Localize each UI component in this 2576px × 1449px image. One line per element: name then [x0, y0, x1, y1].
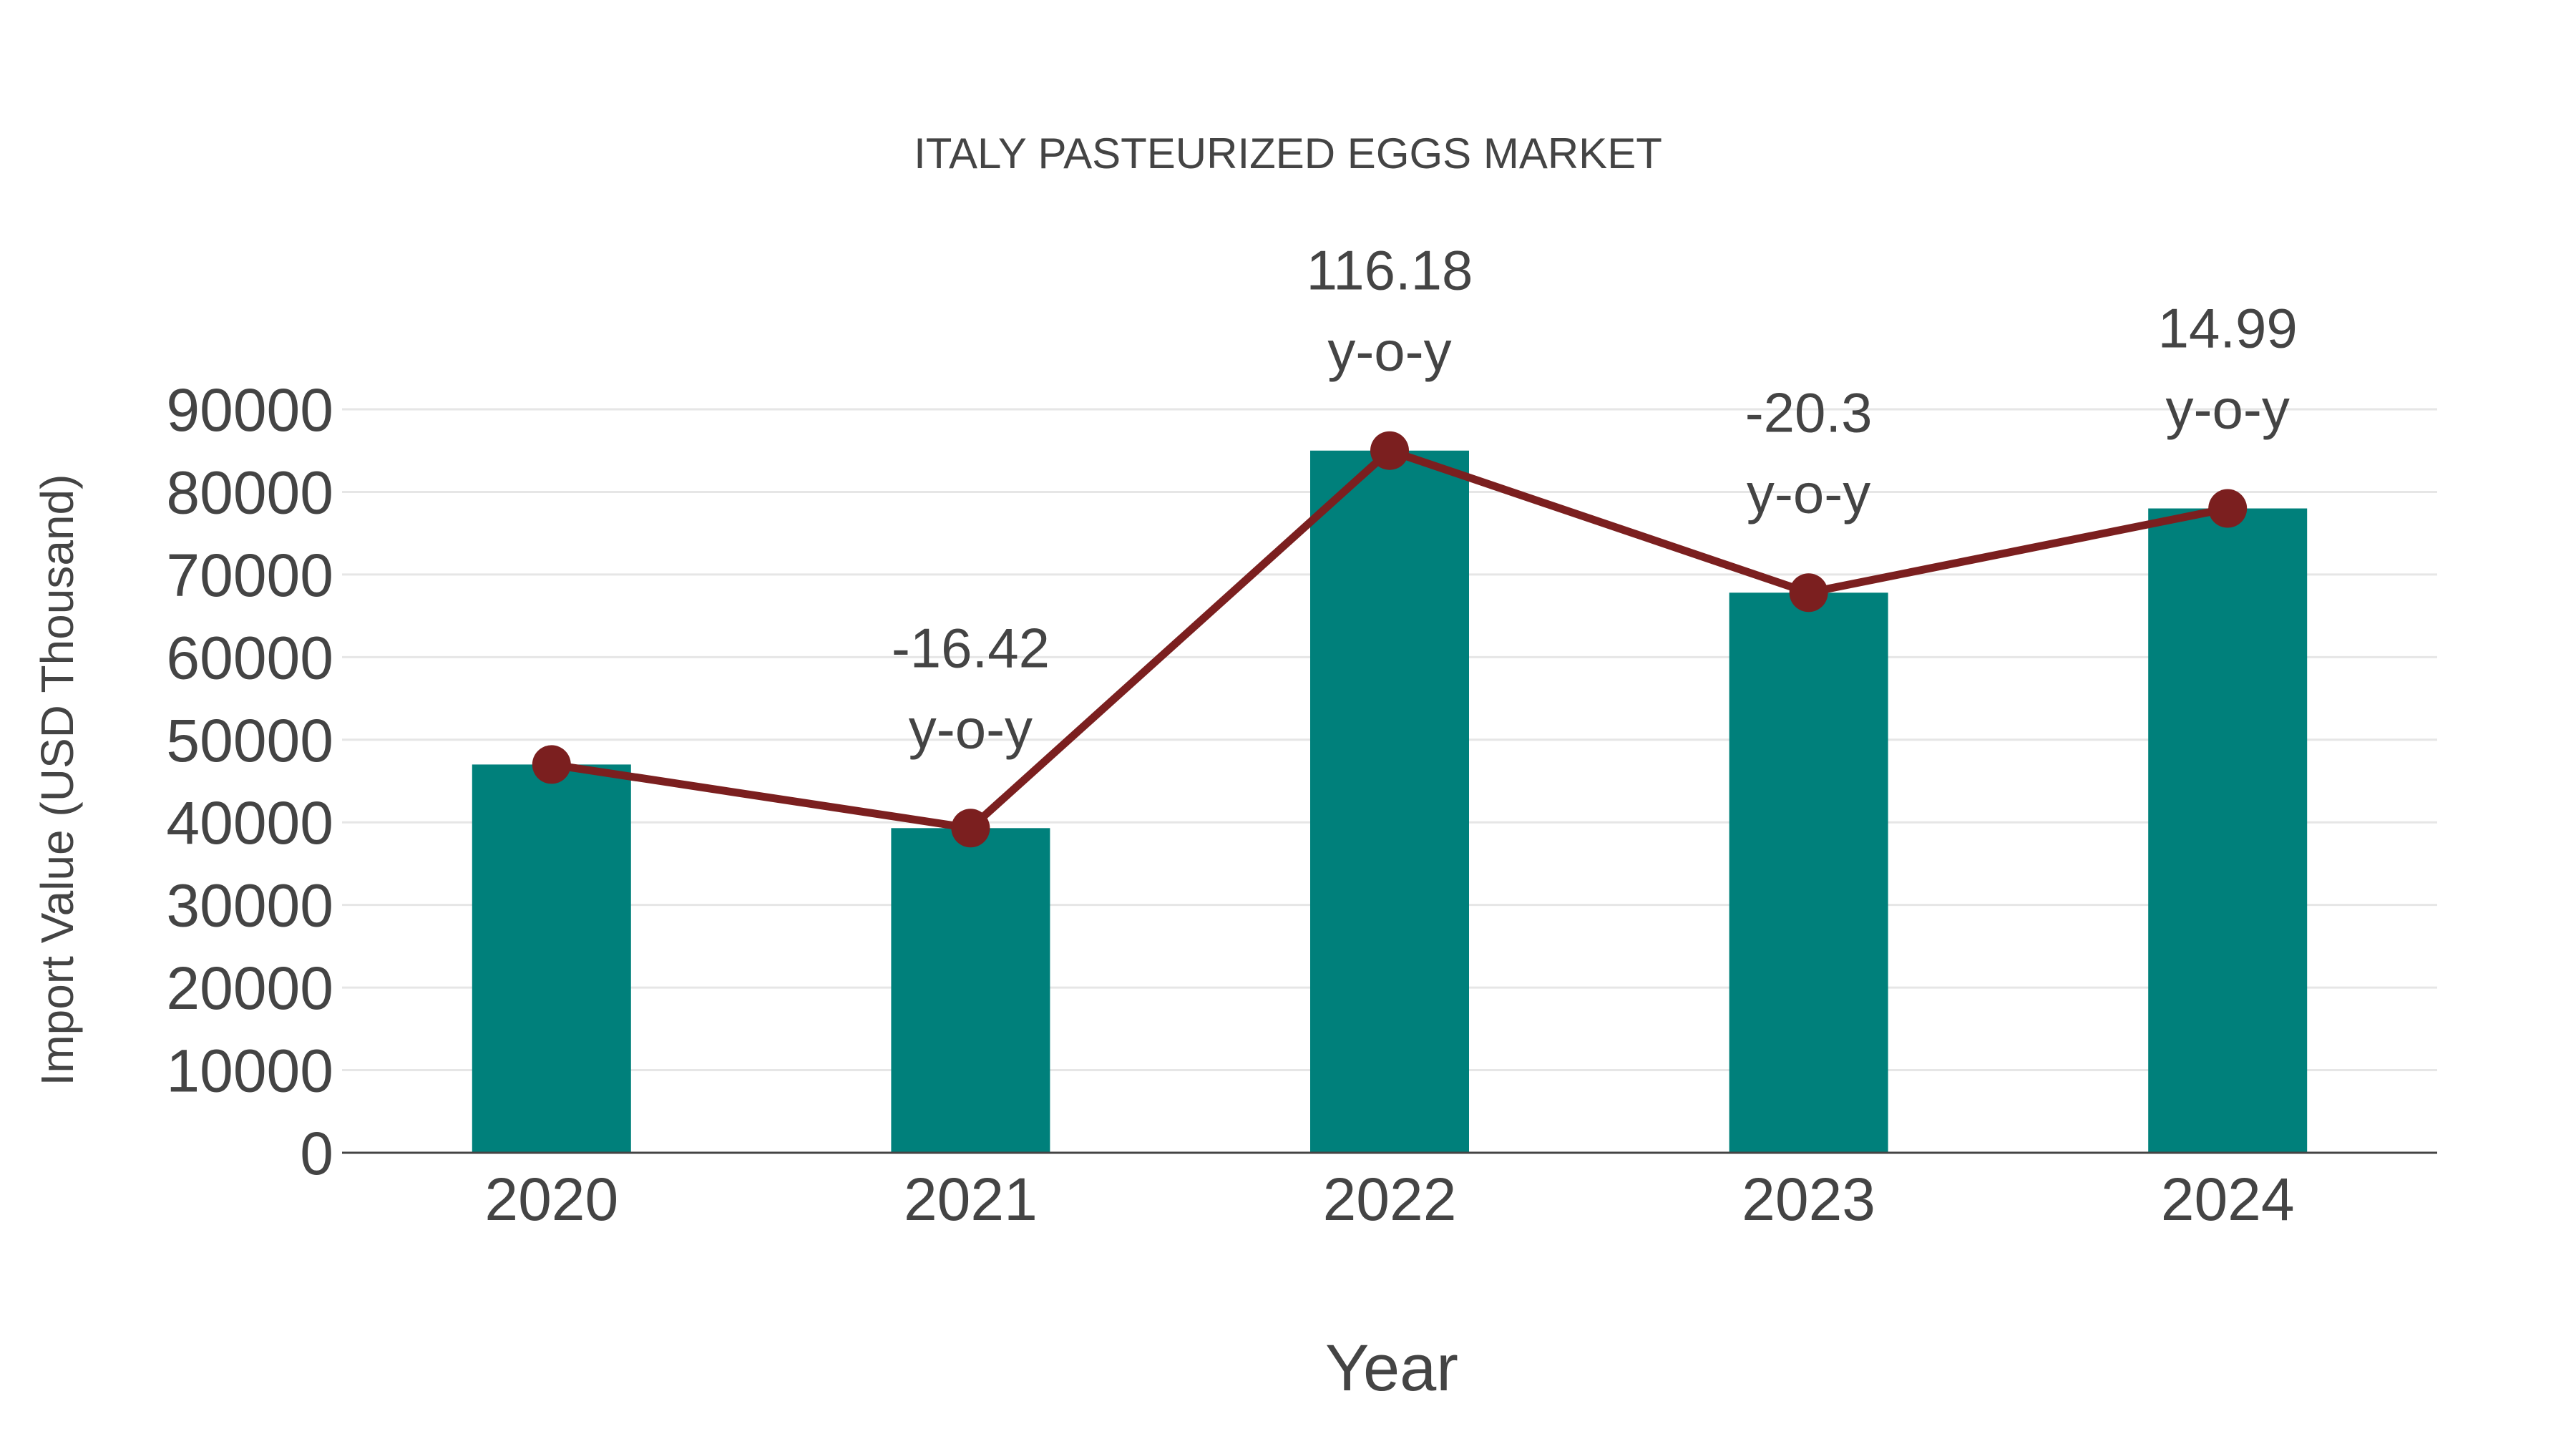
x-tick-label: 2022 — [1323, 1166, 1457, 1233]
bar-series — [472, 450, 2308, 1153]
x-tick-label: 2020 — [484, 1166, 618, 1233]
x-tick-label: 2024 — [2161, 1166, 2295, 1233]
y-tick-label: 80000 — [166, 459, 333, 526]
y-tick-label: 90000 — [166, 376, 333, 444]
y-tick-label: 70000 — [166, 542, 333, 609]
bar-2024 — [2148, 508, 2308, 1153]
x-axis-label: Year — [1325, 1332, 1458, 1405]
x-tick-label: 2023 — [1742, 1166, 1875, 1233]
bar-2021 — [891, 828, 1050, 1153]
yoy-suffix: y-o-y — [909, 697, 1033, 760]
line-series — [532, 431, 2248, 848]
yoy-suffix: y-o-y — [2166, 378, 2290, 441]
yoy-value: -20.3 — [1745, 381, 1873, 444]
chart-title: ITALY PASTEURIZED EGGS MARKET — [914, 130, 1662, 177]
y-tick-label: 30000 — [166, 872, 333, 940]
y-tick-label: 40000 — [166, 789, 333, 857]
line-marker — [951, 809, 990, 848]
line-marker — [532, 745, 571, 784]
bar-2020 — [472, 764, 631, 1153]
y-tick-label: 60000 — [166, 624, 333, 691]
bar-2022 — [1310, 450, 1469, 1153]
bar-2023 — [1729, 592, 1888, 1153]
yoy-value: -16.42 — [892, 616, 1050, 679]
y-tick-label: 10000 — [166, 1038, 333, 1105]
y-tick-label: 50000 — [166, 707, 333, 774]
yoy-suffix: y-o-y — [1747, 462, 1870, 525]
line-marker — [1370, 431, 1409, 470]
line-marker — [2208, 489, 2248, 528]
yoy-suffix: y-o-y — [1327, 320, 1451, 383]
x-tick-label: 2021 — [904, 1166, 1038, 1233]
line-marker — [1789, 573, 1828, 613]
yoy-value: 116.18 — [1307, 239, 1473, 302]
y-tick-label: 0 — [300, 1120, 333, 1187]
yoy-value: 14.99 — [2158, 297, 2298, 360]
yoy-annotations: -16.42 y-o-y 116.18 y-o-y -20.3 y-o-y 14.99 y-o… — [892, 239, 2298, 761]
y-tick-label: 20000 — [166, 955, 333, 1022]
y-axis-ticks: 0 10000 20000 30000 40000 50000 60000 70000 8000… — [166, 376, 333, 1187]
x-axis-ticks: 2020 2021 2022 2023 2024 — [484, 1166, 2294, 1233]
